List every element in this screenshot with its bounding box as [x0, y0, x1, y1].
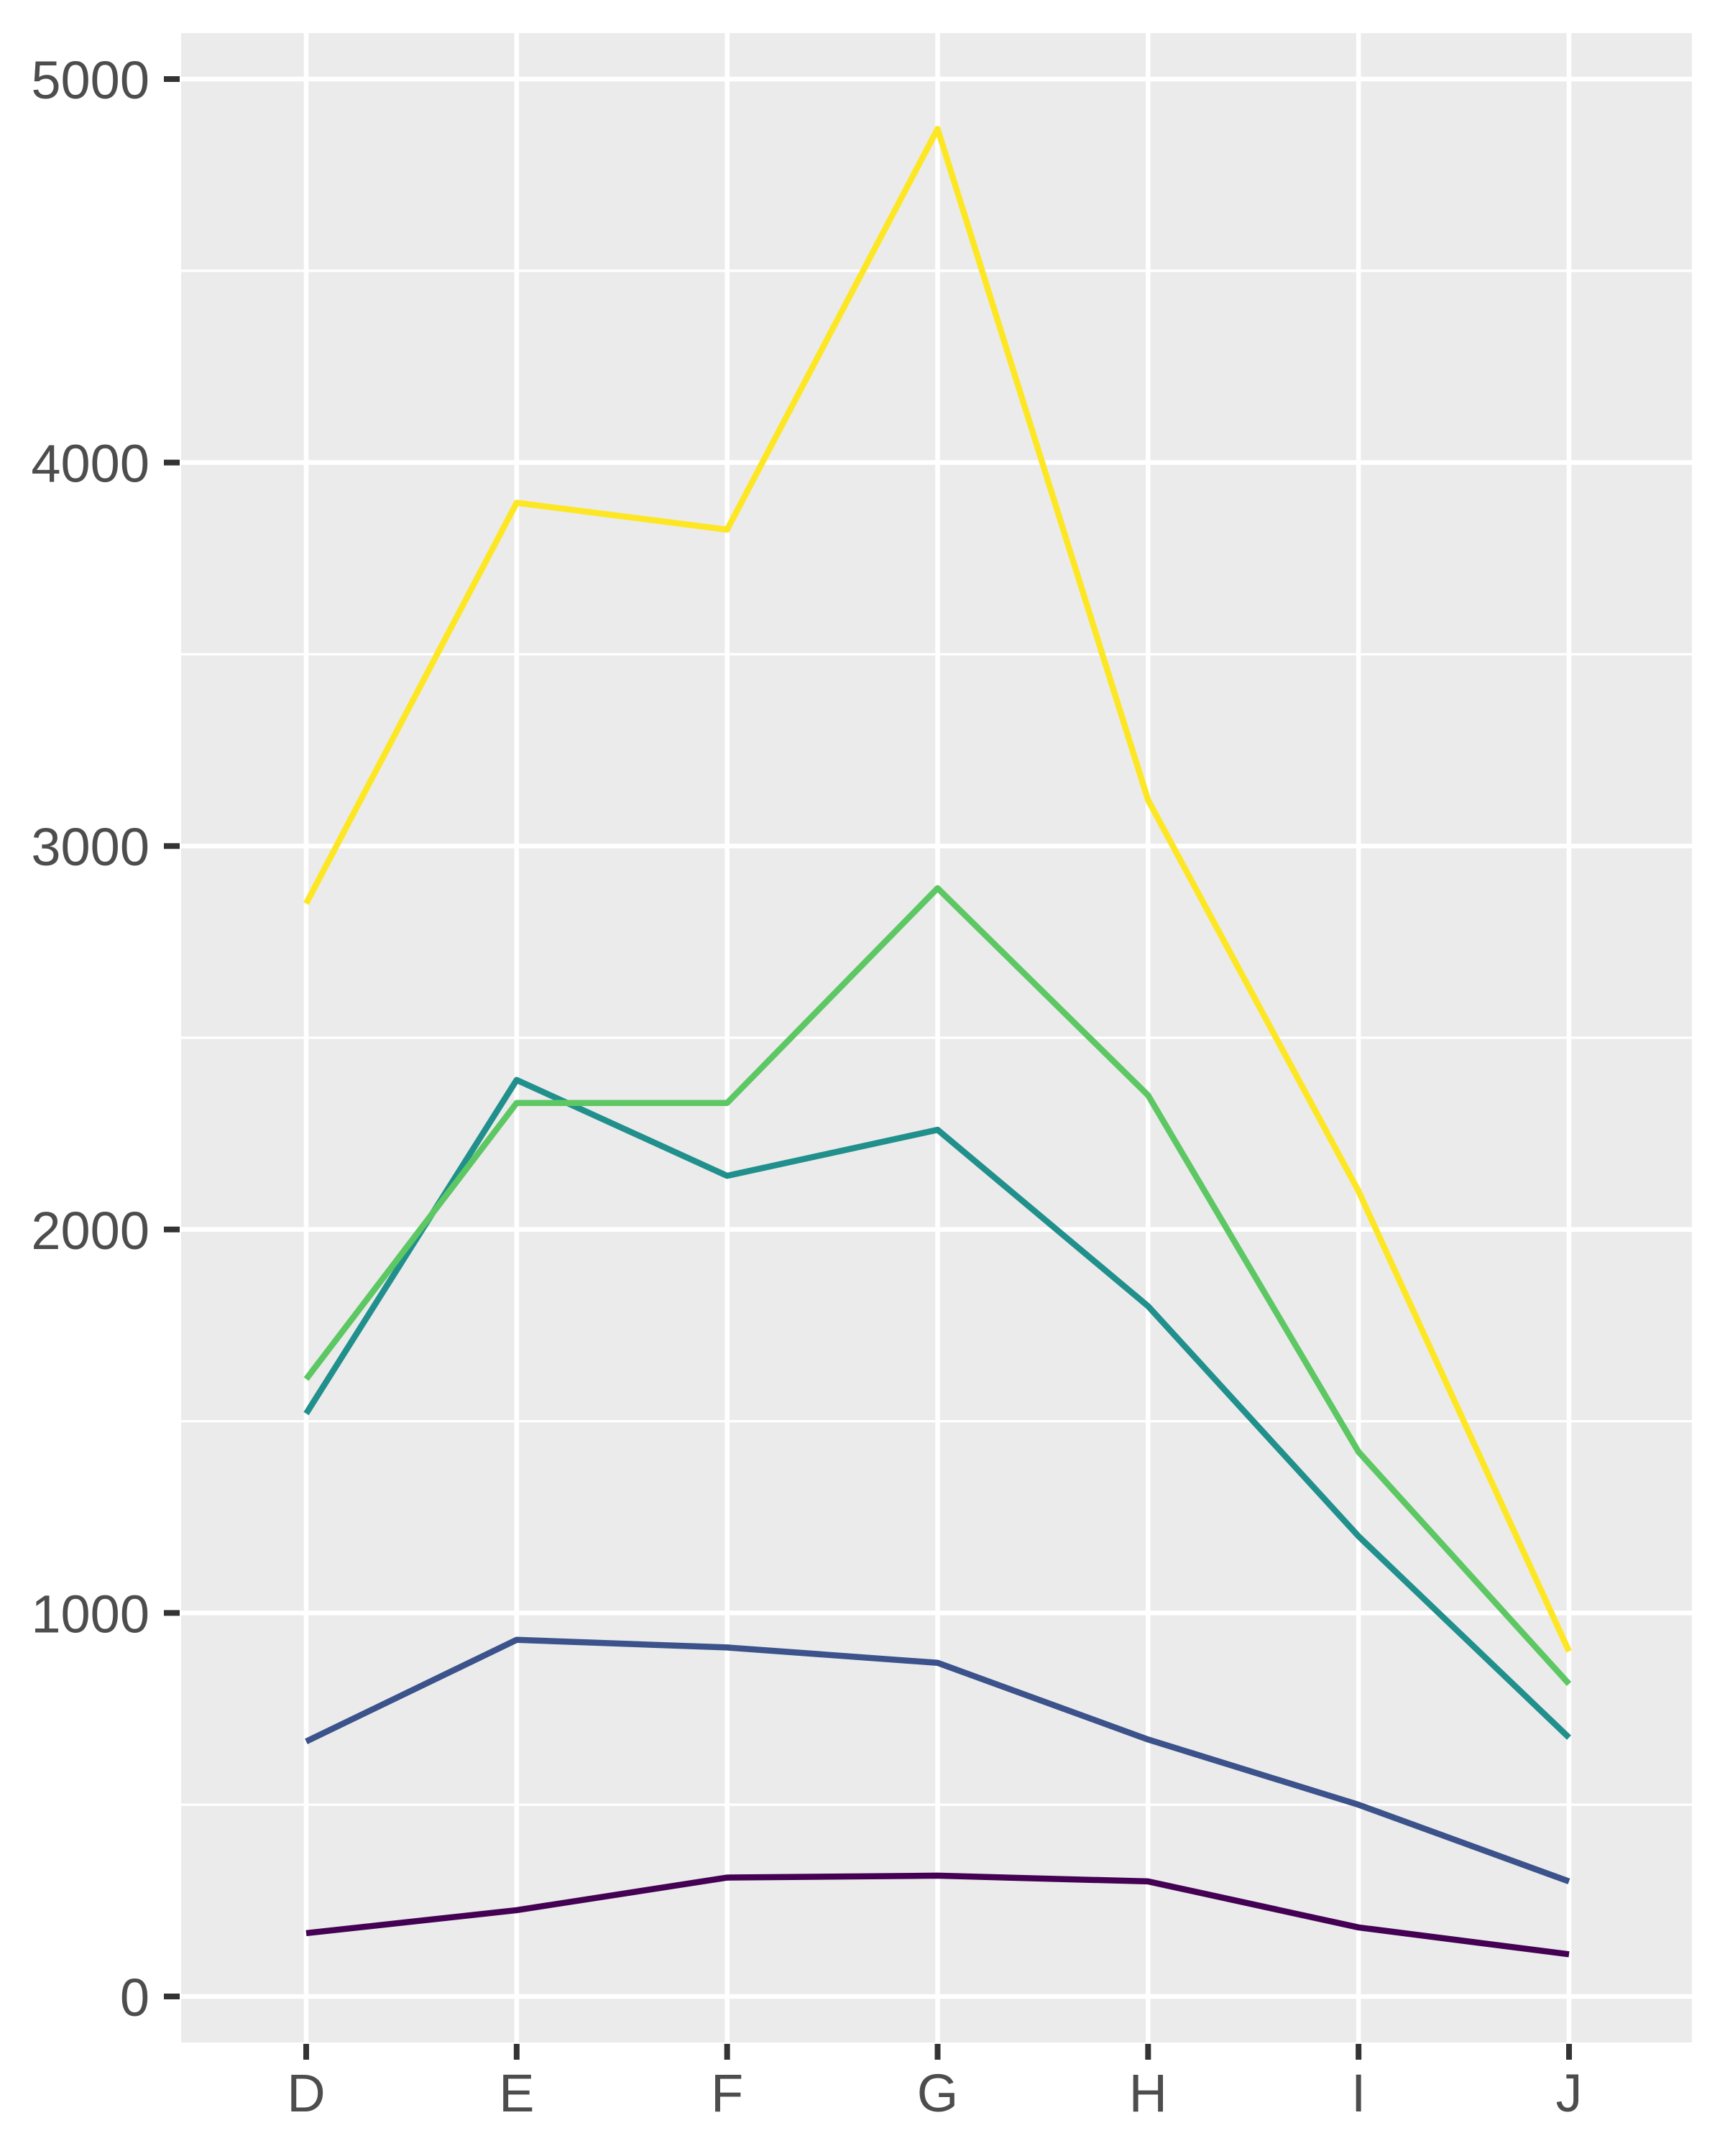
y-axis-label: 3000 [31, 817, 150, 877]
series-line-purple [305, 1872, 1570, 1958]
y-axis-label: 5000 [31, 50, 150, 110]
x-axis-label: E [499, 2063, 534, 2123]
series-line-blue [305, 1636, 1570, 1884]
series-line-green [303, 885, 1572, 1686]
x-axis-label: I [1351, 2063, 1366, 2123]
y-axis-label: 4000 [31, 434, 150, 494]
series-line-yellow [303, 126, 1572, 1653]
x-axis-label: F [711, 2063, 743, 2123]
x-axis-label: J [1555, 2063, 1582, 2123]
series-line-teal [303, 1077, 1571, 1740]
y-axis-label: 1000 [31, 1584, 150, 1644]
x-axis-label: G [917, 2063, 959, 2123]
y-axis-label: 0 [120, 1968, 150, 2027]
x-axis-label: D [287, 2063, 325, 2123]
y-axis-label: 2000 [31, 1201, 150, 1261]
x-axis-label: H [1129, 2063, 1167, 2123]
